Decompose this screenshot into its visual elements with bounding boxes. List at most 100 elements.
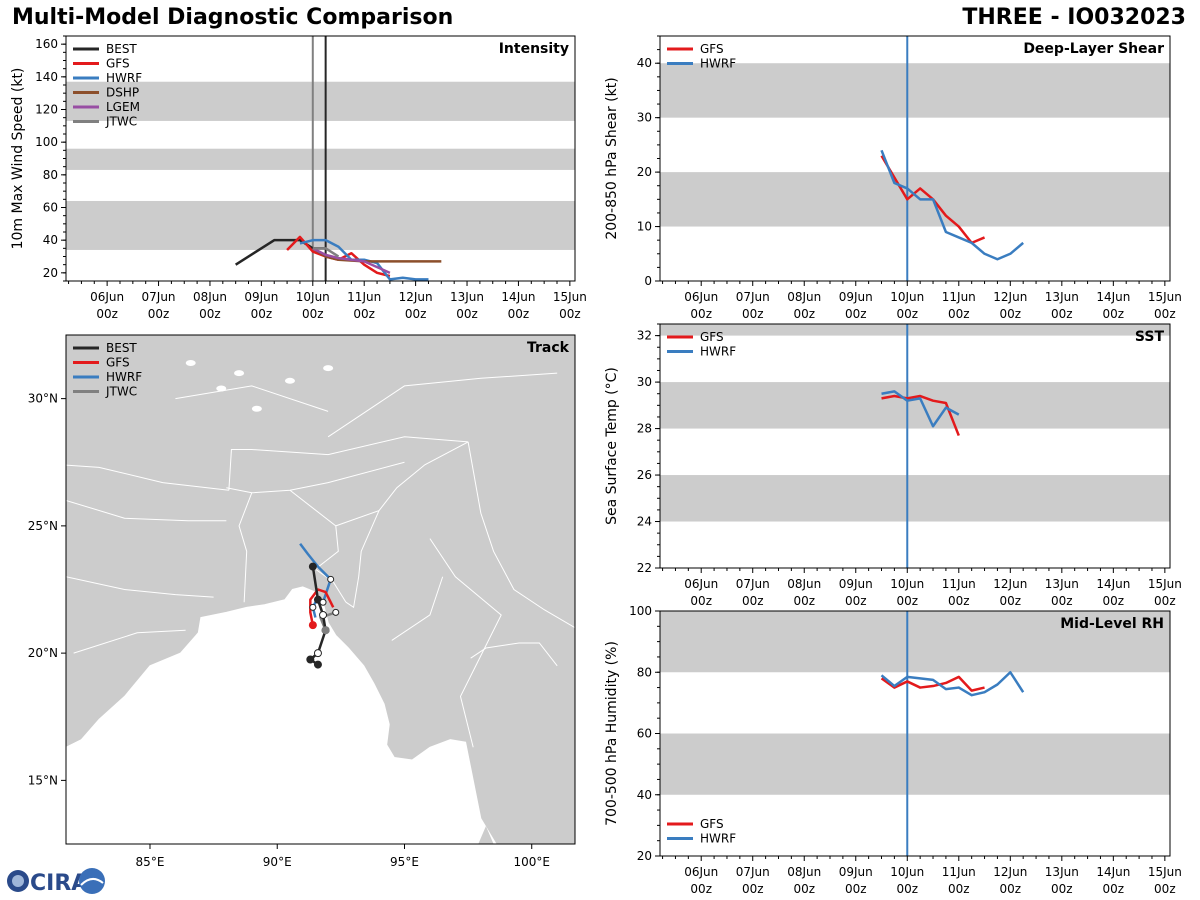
intensity-ytick-label: 160: [35, 37, 58, 51]
rh-series-hwrf: [880, 671, 1025, 697]
sst-xtick-label: 06Jun: [684, 577, 718, 591]
sst-frame: [659, 323, 1171, 569]
svg-text:CIRA: CIRA: [30, 871, 88, 896]
rh-xtick-hour: 00z: [845, 882, 867, 896]
island: [478, 826, 494, 844]
sst-xtick-hour: 00z: [742, 594, 764, 608]
shear-xtick-hour: 00z: [690, 307, 712, 321]
border-line: [66, 464, 229, 491]
intensity-ytick-label: 140: [35, 70, 58, 84]
sst-panel: 22 24 26 28 30 32 06Jun 00z 07Jun 00z 08Jun 00z 09Ju…: [604, 323, 1182, 608]
rh-title: Mid-Level RH: [1060, 616, 1164, 632]
best-track-point: [306, 655, 315, 664]
shear-xtick-hour: 00z: [845, 307, 867, 321]
shear-xtick-label: 10Jun: [890, 290, 924, 304]
intensity-legend-label-dshp: DSHP: [106, 86, 139, 100]
shear-xtick-label: 07Jun: [736, 290, 770, 304]
hwrf-track-point: [319, 598, 327, 606]
intensity-series-jtwc: [312, 247, 340, 258]
intensity-legend-label-jtwc: JTWC: [105, 115, 137, 129]
intensity-xtick-label: 13Jun: [450, 290, 484, 304]
border-line: [289, 489, 347, 603]
intensity-series-hwrf: [299, 238, 429, 281]
lake: [284, 377, 295, 384]
shear-xtick-hour: 00z: [948, 307, 970, 321]
track-panel: 15°N 20°N 25°N 30°N 85°E 90°E 95°E 100°E Track BE…: [28, 334, 576, 869]
intensity-band: [66, 81, 575, 121]
sst-xtick-hour: 00z: [845, 594, 867, 608]
rh-xtick-hour: 00z: [742, 882, 764, 896]
shear-xtick-hour: 00z: [1000, 307, 1022, 321]
shear-xtick-label: 09Jun: [839, 290, 873, 304]
shear-xtick-label: 12Jun: [993, 290, 1027, 304]
shear-xtick-hour: 00z: [742, 307, 764, 321]
intensity-xtick-hour: 00z: [251, 307, 273, 321]
track-lat-label: 30°N: [28, 392, 58, 406]
sst-xtick-hour: 00z: [690, 594, 712, 608]
sst-xtick-hour: 00z: [896, 594, 918, 608]
rh-xtick-label: 08Jun: [787, 865, 821, 879]
rh-xtick-hour: 00z: [1051, 882, 1073, 896]
intensity-xtick-label: 08Jun: [193, 290, 227, 304]
intensity-xtick-hour: 00z: [559, 307, 581, 321]
shear-ytick-label: 30: [637, 111, 652, 125]
track-legend-label-jtwc: JTWC: [105, 385, 137, 399]
intensity-ylabel: 10m Max Wind Speed (kt): [10, 68, 26, 250]
intensity-band: [66, 148, 575, 170]
sst-xtick-hour: 00z: [1103, 594, 1125, 608]
shear-xtick-label: 13Jun: [1045, 290, 1079, 304]
rh-ylabel: 700-500 hPa Humidity (%): [604, 641, 620, 826]
shear-xtick-hour: 00z: [1154, 307, 1176, 321]
rh-xtick-label: 11Jun: [942, 865, 976, 879]
shear-xtick-label: 15Jun: [1148, 290, 1182, 304]
rh-xtick-label: 14Jun: [1096, 865, 1130, 879]
sst-ytick-label: 24: [637, 515, 652, 529]
lake: [251, 405, 262, 412]
shear-band: [660, 172, 1170, 227]
sst-ytick-label: 30: [637, 375, 652, 389]
border-line: [470, 642, 558, 667]
best-track-point: [313, 649, 322, 658]
rh-xtick-label: 06Jun: [684, 865, 718, 879]
shear-xtick-label: 06Jun: [684, 290, 718, 304]
lake: [234, 370, 245, 377]
shear-series-hwrf: [880, 149, 1024, 261]
intensity-series-lgem: [312, 247, 391, 274]
rh-series-gfs: [880, 675, 985, 692]
track-lon-label: 85°E: [136, 855, 165, 869]
intensity-xtick-label: 14Jun: [501, 290, 535, 304]
intensity-xtick-hour: 00z: [148, 307, 170, 321]
border-line: [335, 441, 469, 527]
intensity-ytick-label: 40: [43, 233, 58, 247]
rh-xtick-label: 13Jun: [1045, 865, 1079, 879]
rh-xtick-hour: 00z: [896, 882, 918, 896]
border-line: [175, 385, 329, 412]
rh-legend-label-hwrf: HWRF: [700, 832, 736, 846]
shear-ytick-label: 20: [637, 165, 652, 179]
sst-title: SST: [1135, 329, 1165, 345]
border-line: [66, 499, 227, 522]
shear-legend-label-hwrf: HWRF: [700, 57, 736, 71]
hwrf-track-point: [309, 603, 317, 611]
sst-xtick-hour: 00z: [1000, 594, 1022, 608]
sst-xtick-label: 14Jun: [1096, 577, 1130, 591]
border-line: [238, 492, 253, 603]
shear-ytick-label: 0: [644, 274, 652, 288]
storm-id-title: THREE - IO032023: [962, 5, 1186, 30]
intensity-xtick-hour: 00z: [199, 307, 221, 321]
rh-xtick-label: 15Jun: [1148, 865, 1182, 879]
intensity-series-dshp: [312, 247, 442, 263]
shear-ytick-label: 40: [637, 56, 652, 70]
intensity-legend-label-hwrf: HWRF: [106, 71, 142, 85]
intensity-xtick-hour: 00z: [456, 307, 478, 321]
track-lat-label: 20°N: [28, 646, 58, 660]
sst-ytick-label: 22: [637, 561, 652, 575]
lake: [323, 365, 334, 372]
border-line: [66, 576, 214, 598]
intensity-xtick-label: 11Jun: [347, 290, 381, 304]
intensity-xtick-hour: 00z: [302, 307, 324, 321]
